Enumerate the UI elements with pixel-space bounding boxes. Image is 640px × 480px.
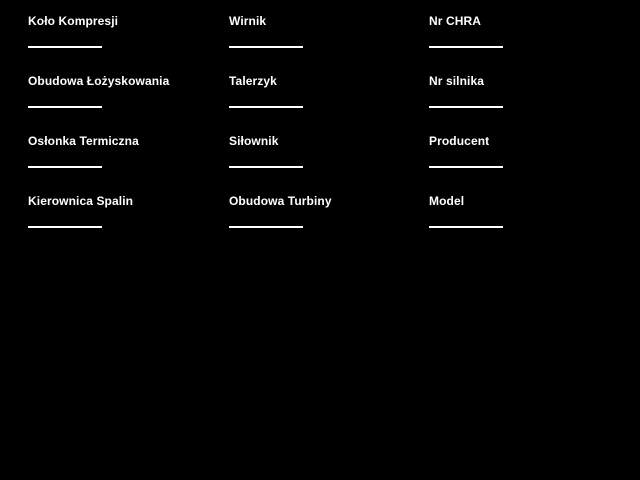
- field-write-in-rule[interactable]: [28, 226, 102, 228]
- field-label: Obudowa Łożyskowania: [28, 74, 170, 88]
- field-label: Koło Kompresji: [28, 14, 119, 28]
- field-silownik[interactable]: Siłownik: [229, 134, 429, 194]
- field-model[interactable]: Model: [429, 194, 612, 254]
- field-obudowa-turbiny[interactable]: Obudowa Turbiny: [229, 194, 429, 254]
- field-grid: Koło Kompresji Wirnik Nr CHRA Obudowa Ło…: [28, 14, 612, 254]
- field-write-in-rule[interactable]: [28, 106, 102, 108]
- field-label: Kierownica Spalin: [28, 194, 134, 208]
- field-wirnik[interactable]: Wirnik: [229, 14, 429, 74]
- field-label: Obudowa Turbiny: [229, 194, 332, 208]
- field-write-in-rule[interactable]: [429, 166, 503, 168]
- field-write-in-rule[interactable]: [28, 46, 102, 48]
- field-obudowa-lozyskowania[interactable]: Obudowa Łożyskowania: [28, 74, 229, 134]
- field-label: Talerzyk: [229, 74, 277, 88]
- field-nr-chra[interactable]: Nr CHRA: [429, 14, 612, 74]
- field-write-in-rule[interactable]: [229, 226, 303, 228]
- field-label: Producent: [429, 134, 490, 148]
- field-write-in-rule[interactable]: [429, 226, 503, 228]
- field-talerzyk[interactable]: Talerzyk: [229, 74, 429, 134]
- field-kolo-kompresji[interactable]: Koło Kompresji: [28, 14, 229, 74]
- field-write-in-rule[interactable]: [429, 106, 503, 108]
- field-oslonka-termiczna[interactable]: Osłonka Termiczna: [28, 134, 229, 194]
- field-label: Nr silnika: [429, 74, 485, 88]
- field-kierownica-spalin[interactable]: Kierownica Spalin: [28, 194, 229, 254]
- field-write-in-rule[interactable]: [28, 166, 102, 168]
- field-nr-silnika[interactable]: Nr silnika: [429, 74, 612, 134]
- field-write-in-rule[interactable]: [229, 46, 303, 48]
- field-label: Siłownik: [229, 134, 279, 148]
- field-write-in-rule[interactable]: [229, 106, 303, 108]
- field-label: Nr CHRA: [429, 14, 482, 28]
- field-write-in-rule[interactable]: [429, 46, 503, 48]
- field-producent[interactable]: Producent: [429, 134, 612, 194]
- field-label: Wirnik: [229, 14, 267, 28]
- field-label: Osłonka Termiczna: [28, 134, 139, 148]
- empty-lower-region: [0, 250, 640, 480]
- field-write-in-rule[interactable]: [229, 166, 303, 168]
- field-label: Model: [429, 194, 465, 208]
